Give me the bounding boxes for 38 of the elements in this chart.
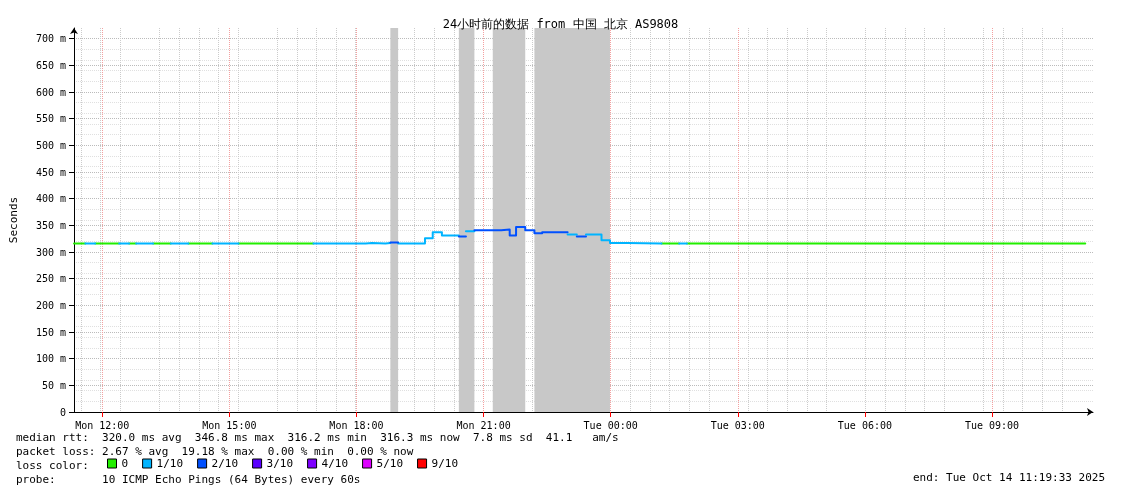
x-tick-label: Mon 18:00	[329, 419, 384, 431]
y-tick-label: 50 m	[41, 379, 66, 391]
y-tick-label: 300 m	[35, 246, 66, 258]
text: probe: 10 ICMP Echo Pings (64 Bytes) every 60s	[16, 473, 361, 486]
y-tick-label: 500 m	[35, 139, 66, 151]
legend-label: 9/10	[431, 457, 459, 470]
chart-title: 24小时前的数据 from 中国 北京 AS9808	[442, 17, 679, 31]
x-tick-label: Tue 00:00	[583, 419, 638, 431]
legend-label: 0	[121, 457, 129, 470]
y-tick-label: 650 m	[35, 59, 66, 71]
y-tick-label: 100 m	[35, 353, 66, 365]
y-tick-label: 700 m	[35, 33, 66, 45]
legend-label: 5/10	[376, 457, 404, 470]
x-tick-label: Tue 06:00	[837, 419, 892, 431]
x-tick-label: Mon 21:00	[456, 419, 511, 431]
y-tick-label: 250 m	[35, 273, 66, 285]
legend-title: loss color:	[16, 459, 89, 472]
y-axis-title: Seconds	[7, 196, 20, 244]
x-tick-label: Tue 03:00	[710, 419, 765, 431]
y-tick-label: 400 m	[35, 193, 66, 205]
text: packet loss: 2.67 % avg 19.18 % max 0.00 % min 0.00 % now	[16, 445, 414, 458]
line-series	[397, 231, 460, 245]
legend-label: 2/10	[211, 457, 239, 470]
text: end: Tue Oct 14 11:19:33 2025	[912, 471, 1106, 484]
legend-label: 1/10	[156, 457, 184, 470]
y-tick-label: 0	[59, 406, 66, 418]
legend-label: 4/10	[321, 457, 349, 470]
x-tick-label: Mon 15:00	[202, 419, 257, 431]
y-tick-label: 600 m	[35, 86, 66, 98]
y-tick-label: 200 m	[35, 299, 66, 311]
y-tick-label: 150 m	[35, 326, 66, 338]
y-tick-label: 450 m	[35, 166, 66, 178]
x-tick-label: Tue 09:00	[964, 419, 1020, 431]
y-tick-label: 350 m	[35, 219, 66, 231]
y-tick-label: 550 m	[35, 113, 66, 125]
text: median rtt: 320.0 ms avg 346.8 ms max 316.2 ms min 316.3 ms now 7.8 ms sd 41.1 am/s	[16, 431, 619, 444]
legend-label: 3/10	[266, 457, 294, 470]
x-tick-label: Mon 12:00	[75, 419, 130, 431]
